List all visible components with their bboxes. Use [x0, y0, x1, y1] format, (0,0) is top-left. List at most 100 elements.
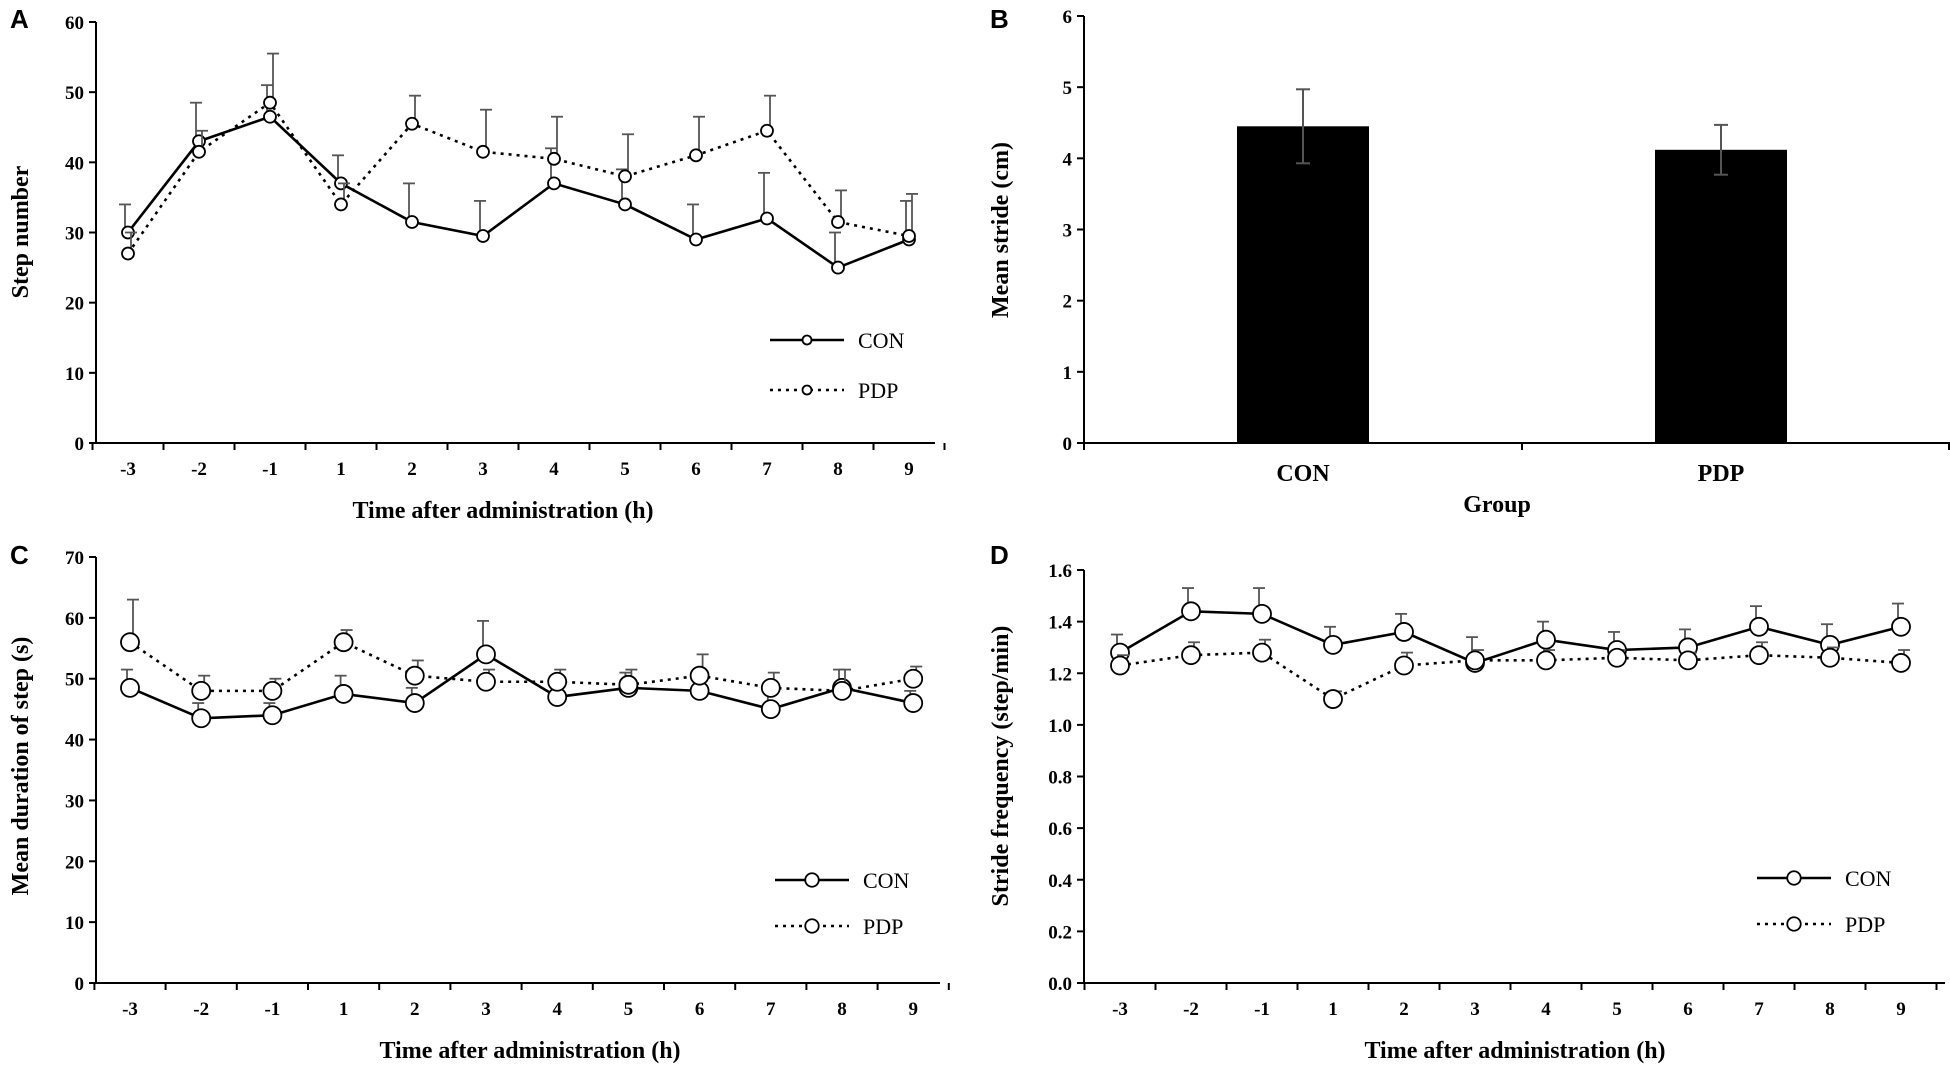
- x-tick-label: 8: [837, 999, 847, 1020]
- data-point: [547, 151, 561, 166]
- data-point: [1820, 647, 1840, 668]
- series-pdp: [120, 598, 924, 701]
- x-tick-label: 3: [481, 999, 491, 1020]
- x-tick-label: -3: [120, 459, 136, 480]
- y-tick-label: 60: [65, 13, 84, 34]
- data-point: [1110, 655, 1130, 676]
- data-point: [404, 693, 425, 713]
- data-point: [262, 705, 283, 726]
- data-point: [476, 229, 490, 243]
- y-tick-label: 50: [65, 670, 84, 691]
- legend-label: PDP: [1845, 912, 1885, 937]
- y-tick-label: 10: [65, 913, 84, 934]
- data-point: [1181, 645, 1201, 666]
- legend-marker: [801, 334, 813, 346]
- x-tick-label: 2: [1399, 999, 1409, 1020]
- x-tick-label: 9: [1896, 999, 1906, 1020]
- data-point: [689, 148, 703, 163]
- x-tick-label: 3: [1470, 999, 1480, 1020]
- x-tick-label: 7: [762, 459, 772, 480]
- x-tick-label: -2: [1183, 999, 1199, 1020]
- x-tick-label: 7: [1754, 999, 1764, 1020]
- series-con: [119, 84, 916, 275]
- data-point: [1252, 642, 1272, 663]
- data-point: [1394, 622, 1414, 642]
- data-point: [191, 680, 212, 701]
- y-tick-label: 1.2: [1048, 664, 1072, 685]
- data-point: [262, 680, 283, 701]
- y-tick-label: 5: [1063, 78, 1073, 99]
- data-point: [760, 677, 781, 698]
- y-tick-label: 2: [1063, 292, 1073, 313]
- panel-label: D: [990, 540, 1009, 570]
- x-tick-label: 6: [691, 459, 701, 480]
- x-axis-title: Time after administration (h): [379, 1038, 680, 1064]
- series-line: [1119, 609, 1902, 665]
- data-point: [120, 677, 140, 698]
- series-line: [1119, 651, 1902, 701]
- data-point: [689, 665, 710, 686]
- y-tick-label: 30: [65, 224, 84, 245]
- x-tick-label: 9: [908, 999, 918, 1020]
- x-tick-label: 6: [1683, 999, 1693, 1020]
- data-point: [760, 211, 774, 226]
- data-point: [263, 109, 277, 124]
- legend-label: CON: [858, 328, 905, 353]
- panel-label: A: [10, 4, 29, 34]
- data-point: [832, 680, 852, 701]
- data-point: [1536, 629, 1556, 650]
- data-point: [263, 95, 277, 110]
- data-point: [1465, 650, 1485, 671]
- series-line: [129, 640, 914, 693]
- data-point: [1891, 616, 1911, 637]
- data-point: [1323, 634, 1343, 655]
- y-tick-label: 0.2: [1048, 922, 1072, 943]
- data-point: [903, 693, 924, 713]
- x-tick-label: 2: [410, 999, 420, 1020]
- y-tick-label: 40: [65, 731, 84, 752]
- x-tick-label: 1: [1328, 999, 1338, 1020]
- chart-panel-b: B 0 1 2 3 4 5 6 Mean stride (cm) Group CON PDP: [988, 4, 1950, 518]
- x-tick-label: 4: [549, 459, 559, 480]
- data-point: [333, 632, 354, 653]
- series-line: [129, 652, 914, 720]
- series-pdp: [121, 52, 918, 261]
- x-tick-label: 8: [1825, 999, 1835, 1020]
- x-tick-label: PDP: [1698, 461, 1745, 487]
- data-point: [903, 668, 924, 689]
- data-point: [618, 674, 639, 695]
- x-tick-label: 8: [833, 459, 843, 480]
- data-point: [831, 215, 845, 229]
- bar-pdp: [1655, 149, 1787, 443]
- y-tick-label: 1: [1063, 363, 1073, 384]
- data-point: [1536, 650, 1556, 671]
- data-point: [333, 684, 354, 704]
- x-tick-label: -2: [191, 459, 207, 480]
- series-line: [126, 115, 910, 270]
- x-tick-label: -1: [1254, 999, 1270, 1020]
- y-tick-label: 20: [65, 294, 84, 315]
- y-tick-label: 20: [65, 852, 84, 873]
- y-tick-label: 50: [65, 83, 84, 104]
- data-point: [1678, 650, 1698, 671]
- data-point: [1323, 689, 1343, 709]
- data-point: [1891, 653, 1911, 673]
- x-tick-label: 2: [407, 459, 417, 480]
- x-tick-label: 5: [624, 999, 634, 1020]
- y-tick-label: 0: [75, 974, 85, 995]
- y-tick-label: 1.0: [1048, 716, 1072, 737]
- y-axis-title: Step number: [8, 165, 34, 298]
- legend-marker: [804, 918, 820, 934]
- data-point: [1394, 655, 1414, 676]
- x-axis-title: Time after administration (h): [1364, 1038, 1665, 1064]
- series-pdp: [1110, 638, 1911, 709]
- x-tick-label: 4: [552, 999, 562, 1020]
- x-tick-label: 3: [478, 459, 488, 480]
- data-point: [120, 632, 140, 653]
- y-axis-title: Mean stride (cm): [988, 142, 1014, 318]
- y-tick-label: 70: [65, 548, 84, 569]
- series-con: [1110, 587, 1911, 673]
- data-point: [1749, 616, 1769, 637]
- data-point: [1252, 603, 1272, 624]
